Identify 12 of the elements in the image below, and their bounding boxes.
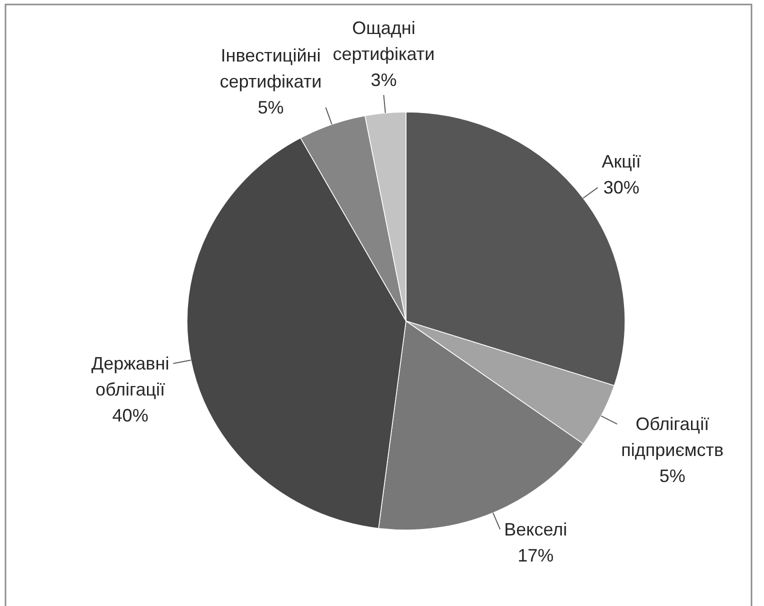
- data-label: 17%: [518, 545, 554, 566]
- slice-label: Державні облігації: [91, 354, 170, 400]
- slice-label: Векселі: [504, 519, 568, 540]
- data-label: 30%: [603, 178, 640, 198]
- slice-label: Інвестиційні сертифікати: [220, 45, 322, 92]
- data-label: 5%: [659, 466, 686, 486]
- slice-label: Ощадні сертифікати: [332, 18, 435, 64]
- data-label: 40%: [112, 406, 148, 426]
- data-label: 3%: [370, 70, 397, 90]
- slice-label: Облігації підприємств: [621, 414, 724, 460]
- data-label: 5%: [258, 97, 284, 118]
- slice-label: Акції: [602, 152, 641, 172]
